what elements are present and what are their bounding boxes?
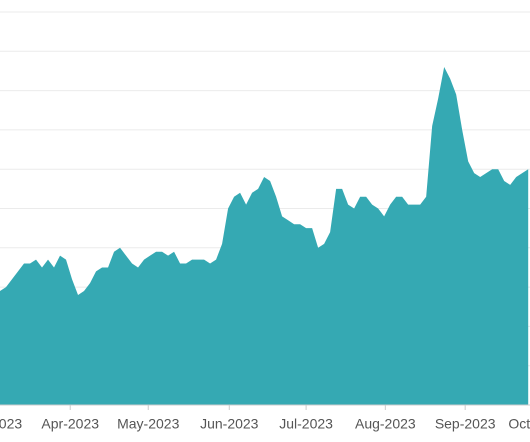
- area: [0, 67, 529, 406]
- x-tick-label: May-2023: [117, 416, 179, 432]
- x-tick-label: Sep-2023: [435, 416, 496, 432]
- x-tick-label: Jul-2023: [279, 416, 333, 432]
- x-tick-label: Apr-2023: [41, 416, 99, 432]
- x-tick-label: Mar-2023: [0, 416, 22, 432]
- x-tick-label: Aug-2023: [355, 416, 416, 432]
- x-tick-label: Oct-2023: [508, 416, 530, 432]
- x-tick-label: Jun-2023: [200, 416, 259, 432]
